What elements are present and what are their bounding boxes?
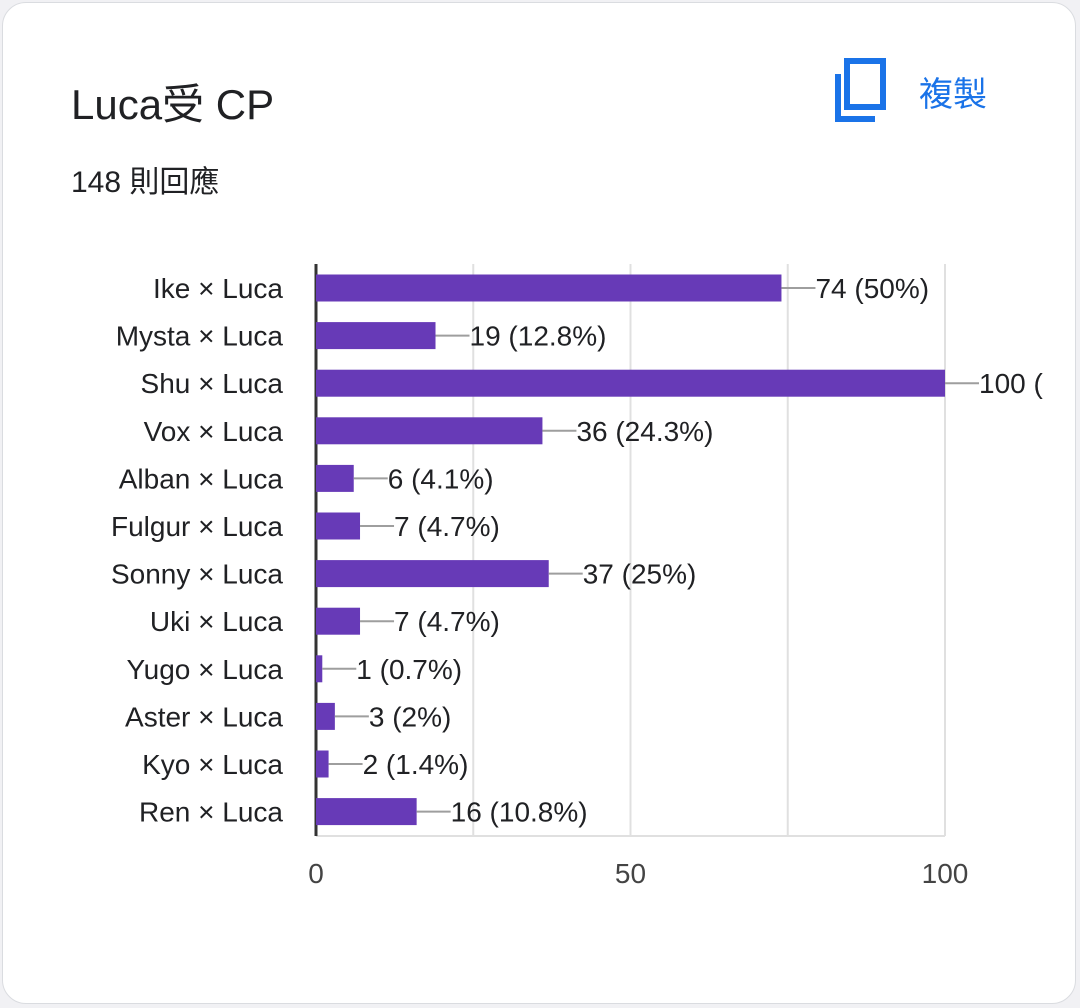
bar — [316, 798, 417, 826]
category-label: Mysta × Luca — [116, 321, 284, 352]
category-label: Fulgur × Luca — [111, 511, 283, 542]
data-label: 6 (4.1%) — [388, 463, 494, 494]
data-label: 37 (25%) — [583, 559, 697, 590]
copy-icon — [833, 58, 889, 124]
data-label: 1 (0.7%) — [356, 654, 462, 685]
bar — [316, 322, 436, 350]
bar — [316, 702, 335, 730]
grid-lines — [314, 264, 946, 837]
data-label: 19 (12.8%) — [470, 321, 607, 352]
category-label: Vox × Luca — [144, 416, 284, 447]
category-label: Shu × Luca — [141, 368, 284, 399]
category-label: Alban × Luca — [119, 463, 284, 494]
copy-button[interactable]: 複製 — [833, 55, 987, 127]
category-label: Ren × Luca — [139, 797, 283, 828]
category-label: Kyo × Luca — [142, 749, 283, 780]
bar — [316, 607, 361, 635]
data-label: 7 (4.7%) — [394, 606, 500, 637]
x-axis-ticks: 0 50 100 — [308, 858, 968, 889]
question-title: Luca受 CP — [71, 81, 275, 128]
bars — [316, 274, 945, 826]
bar — [316, 512, 361, 540]
bar — [316, 560, 549, 588]
response-count: 148 則回應 — [71, 166, 220, 199]
category-label: Ike × Luca — [153, 273, 283, 304]
bar — [316, 655, 323, 683]
x-tick-label: 0 — [308, 858, 324, 889]
data-label: 3 (2%) — [369, 701, 451, 732]
category-labels: Ike × Luca Mysta × Luca Shu × Luca Vox × Lu… — [111, 273, 283, 828]
category-label: Sonny × Luca — [111, 559, 283, 590]
data-label: 74 (50%) — [815, 273, 929, 304]
category-label: Aster × Luca — [125, 701, 283, 732]
data-label: 16 (10.8%) — [451, 797, 588, 828]
data-label: 100 ( — [979, 368, 1043, 399]
bar — [316, 750, 329, 778]
bar — [316, 274, 782, 302]
copy-label: 複製 — [919, 75, 987, 114]
bar — [316, 417, 543, 445]
x-tick-label: 50 — [615, 858, 646, 889]
category-label: Yugo × Luca — [127, 654, 284, 685]
bar — [316, 369, 945, 397]
data-labels: 74 (50%) 19 (12.8%) 100 ( 36 (24.3%) 6 (4.1%… — [322, 273, 1043, 828]
data-label: 7 (4.7%) — [394, 511, 500, 542]
bar — [316, 464, 354, 492]
data-label: 36 (24.3%) — [576, 416, 713, 447]
category-label: Uki × Luca — [150, 606, 283, 637]
data-label: 2 (1.4%) — [363, 749, 469, 780]
x-tick-label: 100 — [922, 858, 969, 889]
